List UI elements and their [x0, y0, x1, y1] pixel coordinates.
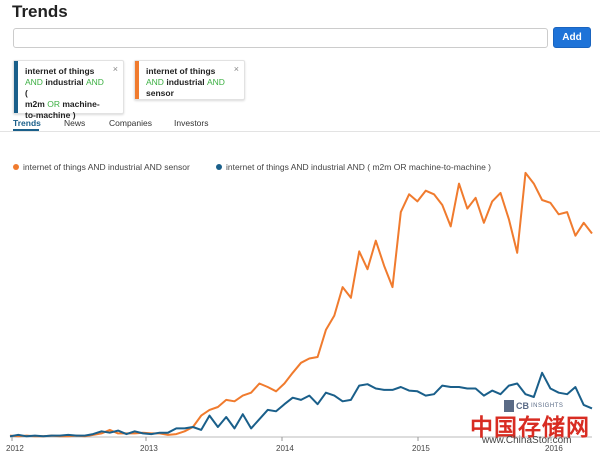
search-input[interactable]: [13, 28, 548, 48]
query-term: (: [25, 88, 28, 98]
query-operator: AND: [85, 77, 104, 87]
tab-bar: Trends News Companies Investors: [0, 115, 600, 131]
cb-logo-text: CB: [516, 401, 529, 411]
tab-companies[interactable]: Companies: [109, 118, 152, 128]
query-card-sensor[interactable]: × internet of things AND industrial AND …: [134, 60, 245, 100]
query-term: sensor: [146, 88, 174, 98]
query-operator: OR: [47, 99, 60, 109]
watermark-url: www.ChinaStor.com: [482, 435, 572, 446]
query-text: internet of things AND industrial AND se…: [146, 66, 228, 99]
tab-investors[interactable]: Investors: [174, 118, 209, 128]
x-tick-label: 2013: [140, 444, 158, 453]
query-card-m2m[interactable]: × internet of things AND industrial AND …: [13, 60, 124, 120]
cb-insights-logo: CB INSIGHTS: [504, 400, 563, 412]
legend-dot-icon: [13, 164, 19, 170]
x-tick-label: 2012: [6, 444, 24, 453]
x-tick-label: 2014: [276, 444, 294, 453]
page-title: Trends: [12, 2, 68, 21]
close-icon[interactable]: ×: [112, 64, 118, 74]
query-text: internet of things AND industrial AND ( …: [25, 66, 107, 121]
query-color-stripe: [14, 61, 18, 113]
close-icon[interactable]: ×: [233, 64, 239, 74]
query-operator: AND: [25, 77, 43, 87]
watermark-chinese: 中国存储网: [470, 415, 590, 441]
cb-logo-sub: INSIGHTS: [531, 403, 564, 409]
x-tick-label: 2016: [545, 444, 563, 453]
query-term: machine-to-machine ): [25, 99, 100, 120]
cb-logo-icon: [504, 400, 514, 412]
query-term: industrial: [166, 77, 205, 87]
tab-divider: [0, 131, 600, 132]
series-line-m2m: [9, 371, 593, 438]
tab-trends[interactable]: Trends: [13, 118, 41, 128]
tab-news[interactable]: News: [64, 118, 86, 128]
legend-item-m2m[interactable]: internet of things AND industrial AND ( …: [216, 162, 491, 172]
query-term: industrial: [45, 77, 84, 87]
query-term: m2m: [25, 99, 45, 109]
x-tick-label: 2015: [412, 444, 430, 453]
series-line-sensor: [9, 171, 593, 438]
query-operator: AND: [206, 77, 225, 87]
query-term: internet of things: [146, 66, 216, 76]
query-color-stripe: [135, 61, 139, 99]
query-operator: AND: [146, 77, 164, 87]
legend-label: internet of things AND industrial AND ( …: [226, 162, 492, 172]
legend-label: internet of things AND industrial AND se…: [23, 162, 190, 172]
active-tab-indicator: [13, 129, 39, 131]
add-button[interactable]: Add: [553, 27, 591, 48]
legend-item-sensor[interactable]: internet of things AND industrial AND se…: [13, 162, 190, 172]
legend-dot-icon: [216, 164, 222, 170]
query-term: internet of things: [25, 66, 95, 76]
